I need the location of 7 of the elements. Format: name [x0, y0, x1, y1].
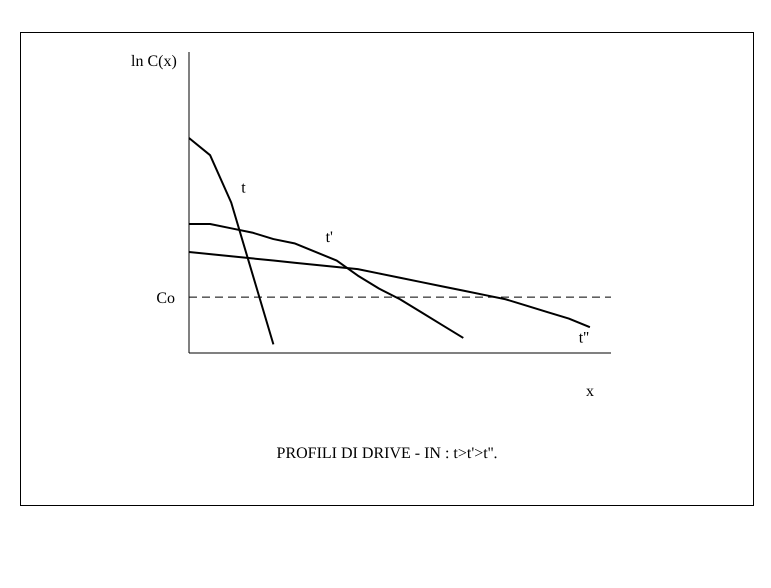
series-label: t	[241, 180, 246, 196]
series-label: t'	[326, 228, 334, 246]
x-axis-title: x	[586, 383, 594, 401]
y-axis-title: ln C(x)	[131, 53, 177, 71]
text: PROFILI DI DRIVE - IN : t>t'>t''.	[276, 445, 498, 463]
series-label: t''	[578, 330, 590, 347]
ref-line-label: Co	[156, 290, 175, 307]
